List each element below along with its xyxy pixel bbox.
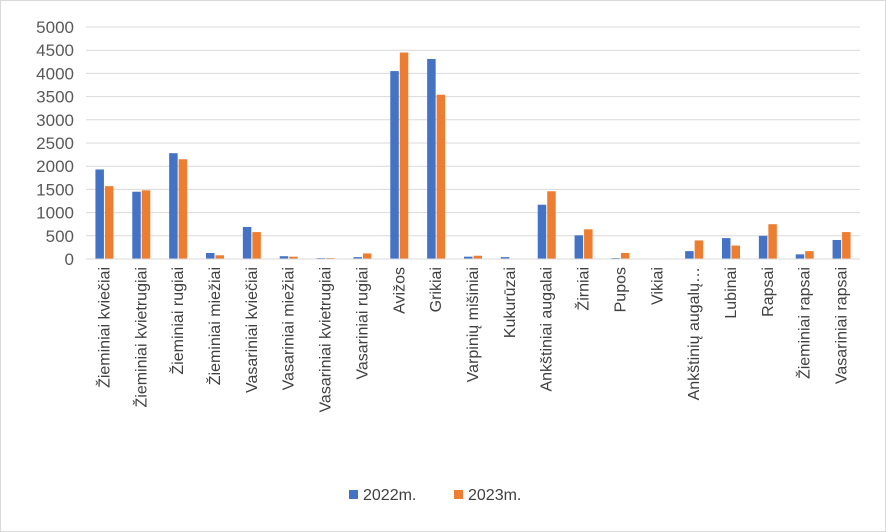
x-category-label: Grikiai bbox=[428, 267, 445, 312]
x-category-label: Vasariniai kviečiai bbox=[244, 267, 261, 393]
bar-2022m-19 bbox=[795, 254, 805, 259]
bar-2022m-5 bbox=[279, 256, 289, 259]
gridlines bbox=[86, 26, 860, 237]
x-category-label: Pupos bbox=[612, 267, 629, 312]
bars bbox=[95, 52, 851, 260]
bar-2022m-7 bbox=[353, 257, 362, 259]
bar-2022m-1 bbox=[132, 191, 141, 259]
bar-2023m-2 bbox=[178, 159, 188, 259]
legend-label: 2022m. bbox=[363, 487, 416, 504]
bar-2023m-1 bbox=[141, 190, 151, 259]
bar-2022m-20 bbox=[832, 239, 842, 259]
x-category-label: Avižos bbox=[391, 267, 408, 314]
bar-2022m-9 bbox=[427, 59, 436, 260]
bar-2022m-16 bbox=[685, 251, 694, 259]
x-category-label: Vasariniai kvietrugiai bbox=[318, 267, 335, 413]
bar-2022m-18 bbox=[758, 235, 768, 259]
bar-2023m-10 bbox=[473, 255, 482, 259]
bar-2022m-12 bbox=[537, 204, 547, 259]
bar-2023m-18 bbox=[768, 224, 777, 259]
bar-2023m-0 bbox=[104, 186, 114, 259]
legend-swatch-2022m bbox=[349, 490, 358, 499]
bar-2023m-3 bbox=[215, 255, 224, 259]
bar-2023m-4 bbox=[252, 232, 261, 259]
y-tick-label: 0 bbox=[65, 250, 74, 269]
x-category-label: Vasariniai rapsai bbox=[834, 267, 851, 384]
x-category-label: Žieminiai miežiai bbox=[205, 267, 224, 385]
bar-2023m-9 bbox=[436, 94, 446, 259]
bar-2023m-16 bbox=[694, 240, 704, 259]
bar-2022m-8 bbox=[390, 71, 399, 259]
x-category-label: Kukurūzai bbox=[502, 267, 519, 338]
x-category-label: Rapsai bbox=[760, 267, 777, 317]
x-category-label: Ankštinių augalų… bbox=[686, 267, 703, 400]
bar-2022m-13 bbox=[574, 235, 584, 259]
x-category-label: Ankštiniai augalai bbox=[539, 267, 556, 392]
bar-2023m-12 bbox=[547, 191, 556, 259]
x-category-label: Vasariniai miežiai bbox=[281, 267, 298, 390]
x-category-label: Žirniai bbox=[574, 267, 593, 311]
y-tick-label: 3500 bbox=[36, 88, 74, 107]
x-category-label: Žieminiai kvietrugiai bbox=[131, 267, 150, 408]
bar-2022m-11 bbox=[500, 257, 510, 259]
bar-2022m-4 bbox=[242, 226, 252, 259]
y-tick-label: 4000 bbox=[36, 64, 74, 83]
bar-2023m-20 bbox=[842, 232, 851, 259]
y-tick-label: 2500 bbox=[36, 134, 74, 153]
x-category-label: Žieminiai rugiai bbox=[168, 267, 187, 375]
x-category-label: Žieminiai kviečiai bbox=[94, 267, 113, 388]
y-tick-label: 500 bbox=[46, 227, 74, 246]
y-tick-label: 3000 bbox=[36, 111, 74, 130]
y-tick-label: 1500 bbox=[36, 180, 74, 199]
bar-2023m-19 bbox=[805, 251, 814, 259]
x-axis-labels: Žieminiai kviečiai Žieminiai kvietrugiai Ž… bbox=[94, 267, 850, 413]
bar-2022m-17 bbox=[722, 238, 731, 259]
legend-swatch-2023m bbox=[454, 490, 463, 499]
y-tick-label: 5000 bbox=[36, 18, 74, 37]
y-tick-label: 1000 bbox=[36, 204, 74, 223]
bar-2022m-0 bbox=[95, 169, 104, 259]
y-axis-ticks: 0 500 1000 1500 2000 2500 3000 3500 4000 4500 5000 bbox=[36, 18, 74, 269]
x-category-label: Varpinių mišiniai bbox=[465, 267, 482, 382]
bar-2022m-10 bbox=[464, 256, 473, 259]
bar-2023m-7 bbox=[362, 253, 372, 259]
x-category-label: Vikiai bbox=[649, 267, 666, 305]
bar-2023m-14 bbox=[620, 252, 630, 259]
bar-2023m-17 bbox=[731, 245, 740, 259]
x-category-label: Vasariniai rugiai bbox=[354, 267, 371, 380]
x-category-label: Žieminiai rapsai bbox=[795, 267, 814, 379]
bar-2023m-13 bbox=[584, 229, 593, 259]
bar-2023m-5 bbox=[289, 256, 298, 259]
bar-2023m-8 bbox=[399, 52, 409, 259]
y-tick-label: 4500 bbox=[36, 41, 74, 60]
legend: 2022m. 2023m. bbox=[349, 487, 521, 504]
legend-label: 2023m. bbox=[468, 487, 521, 504]
bar-2022m-3 bbox=[206, 252, 215, 259]
bar-2022m-2 bbox=[169, 153, 178, 259]
y-tick-label: 2000 bbox=[36, 157, 74, 176]
x-category-label: Lubinai bbox=[723, 267, 740, 319]
